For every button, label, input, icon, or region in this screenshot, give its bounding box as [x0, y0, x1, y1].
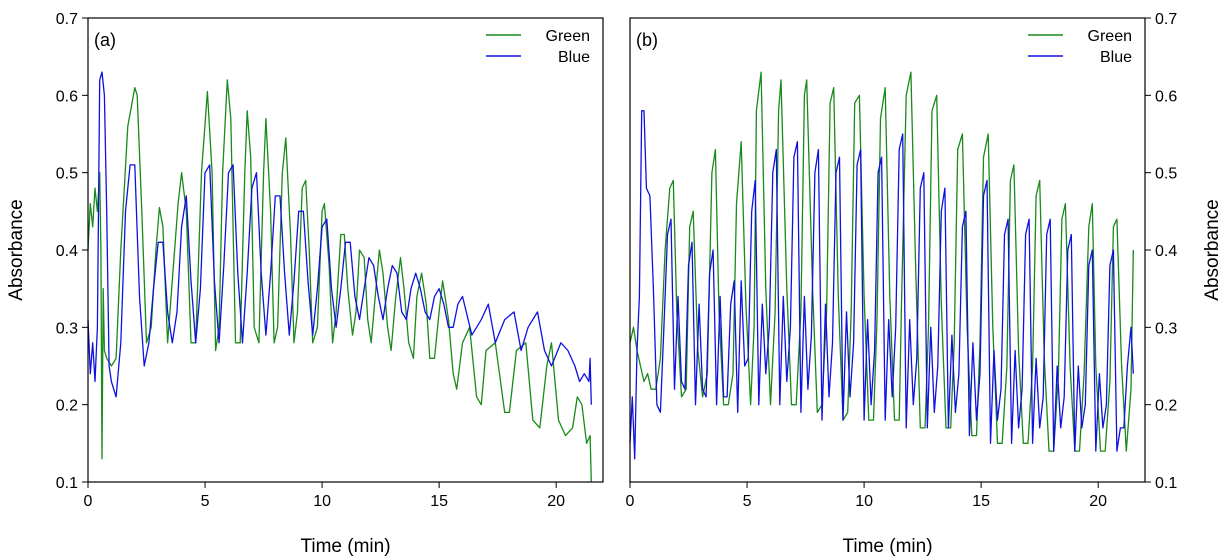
y-tick-label: 0.6	[1155, 88, 1177, 105]
y-axis-title: Absorbance	[1202, 199, 1223, 300]
panel-a: 0 5 10 15 20 0.1 0.2 0.3 0.4 0.5 0.6 0.7 Time (min) A…	[6, 11, 604, 556]
x-tick-label: 0	[626, 493, 635, 510]
x-tick-label: 10	[313, 493, 331, 510]
legend-label-blue: Blue	[558, 49, 590, 66]
legend-label-green: Green	[1088, 28, 1132, 45]
x-axis-title: Time (min)	[300, 536, 390, 556]
y-tick-label: 0.3	[1155, 320, 1177, 337]
x-tick-label: 15	[972, 493, 990, 510]
panel-b: 0 5 10 15 20 0.1 0.2 0.3 0.4 0.5 0.6 0.7 Time (min) A…	[626, 11, 1223, 556]
y-tick-label: 0.2	[1155, 398, 1177, 415]
x-tick-label: 20	[547, 493, 565, 510]
x-axis-title: Time (min)	[842, 536, 932, 556]
x-tick-label: 5	[743, 493, 752, 510]
legend-label-blue: Blue	[1100, 49, 1132, 66]
y-tick-label: 0.6	[56, 88, 78, 105]
y-axis-title: Absorbance	[6, 199, 27, 300]
y-tick-label: 0.7	[1155, 11, 1177, 28]
y-tick-label: 0.5	[56, 166, 78, 183]
x-tick-label: 15	[430, 493, 448, 510]
panel-label: (b)	[636, 30, 658, 50]
x-tick-label: 20	[1089, 493, 1107, 510]
x-tick-label: 0	[84, 493, 93, 510]
y-tick-label: 0.7	[56, 11, 78, 28]
y-tick-label: 0.5	[1155, 166, 1177, 183]
y-tick-label: 0.1	[56, 475, 78, 492]
legend-label-green: Green	[546, 28, 590, 45]
y-tick-label: 0.3	[56, 320, 78, 337]
x-tick-label: 5	[201, 493, 210, 510]
y-tick-label: 0.2	[56, 398, 78, 415]
y-tick-label: 0.4	[1155, 243, 1177, 260]
series-line-blue	[87, 71, 592, 405]
y-tick-label: 0.4	[56, 243, 78, 260]
series-line-green	[87, 79, 592, 483]
y-tick-label: 0.1	[1155, 475, 1177, 492]
panel-label: (a)	[94, 30, 116, 50]
x-tick-label: 10	[855, 493, 873, 510]
series-line-blue	[629, 110, 1134, 460]
series-line-green	[629, 71, 1134, 452]
